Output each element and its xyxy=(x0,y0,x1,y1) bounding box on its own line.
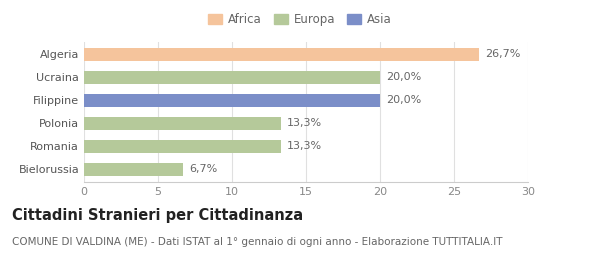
Text: 6,7%: 6,7% xyxy=(189,164,217,174)
Text: COMUNE DI VALDINA (ME) - Dati ISTAT al 1° gennaio di ogni anno - Elaborazione TU: COMUNE DI VALDINA (ME) - Dati ISTAT al 1… xyxy=(12,237,503,246)
Text: 13,3%: 13,3% xyxy=(287,141,322,151)
Bar xyxy=(84,94,380,107)
Bar xyxy=(84,48,479,61)
Text: Cittadini Stranieri per Cittadinanza: Cittadini Stranieri per Cittadinanza xyxy=(12,208,303,223)
Legend: Africa, Europa, Asia: Africa, Europa, Asia xyxy=(203,9,397,31)
Bar xyxy=(84,117,281,130)
Bar xyxy=(84,71,380,84)
Text: 26,7%: 26,7% xyxy=(485,49,520,59)
Text: 20,0%: 20,0% xyxy=(386,95,421,105)
Bar xyxy=(84,163,183,176)
Text: 13,3%: 13,3% xyxy=(287,118,322,128)
Bar xyxy=(84,140,281,153)
Text: 20,0%: 20,0% xyxy=(386,72,421,82)
